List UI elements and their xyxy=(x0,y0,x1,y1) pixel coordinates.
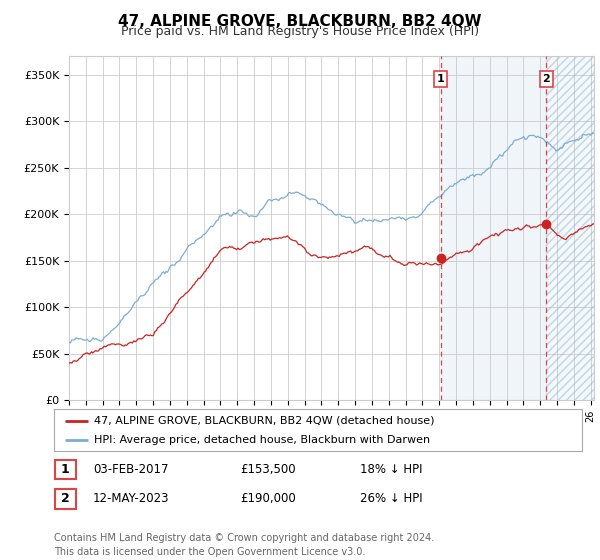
Text: 47, ALPINE GROVE, BLACKBURN, BB2 4QW: 47, ALPINE GROVE, BLACKBURN, BB2 4QW xyxy=(118,14,482,29)
Bar xyxy=(547,56,594,400)
Text: £153,500: £153,500 xyxy=(240,463,296,476)
Text: 2: 2 xyxy=(61,492,70,506)
Text: Price paid vs. HM Land Registry's House Price Index (HPI): Price paid vs. HM Land Registry's House … xyxy=(121,25,479,38)
Text: 18% ↓ HPI: 18% ↓ HPI xyxy=(360,463,422,476)
FancyBboxPatch shape xyxy=(55,460,76,479)
Text: HPI: Average price, detached house, Blackburn with Darwen: HPI: Average price, detached house, Blac… xyxy=(94,435,430,445)
Bar xyxy=(440,56,547,400)
Text: 47, ALPINE GROVE, BLACKBURN, BB2 4QW (detached house): 47, ALPINE GROVE, BLACKBURN, BB2 4QW (de… xyxy=(94,416,434,426)
Bar xyxy=(547,56,594,400)
Text: 26% ↓ HPI: 26% ↓ HPI xyxy=(360,492,422,506)
Text: 1: 1 xyxy=(437,74,445,84)
Text: 2: 2 xyxy=(542,74,550,84)
Text: 03-FEB-2017: 03-FEB-2017 xyxy=(93,463,169,476)
Text: £190,000: £190,000 xyxy=(240,492,296,506)
Text: Contains HM Land Registry data © Crown copyright and database right 2024.
This d: Contains HM Land Registry data © Crown c… xyxy=(54,533,434,557)
Text: 12-MAY-2023: 12-MAY-2023 xyxy=(93,492,170,506)
FancyBboxPatch shape xyxy=(55,489,76,508)
Text: 1: 1 xyxy=(61,463,70,476)
